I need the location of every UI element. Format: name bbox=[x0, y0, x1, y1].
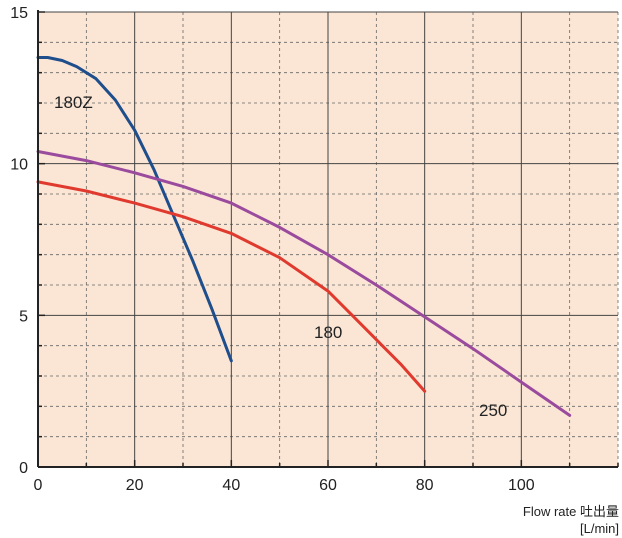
x-tick-label: 20 bbox=[126, 477, 144, 494]
x-tick-label: 0 bbox=[34, 477, 43, 494]
axes bbox=[37, 10, 619, 468]
major-grid bbox=[38, 11, 618, 467]
series-line-180 bbox=[36, 180, 427, 393]
y-tick-label: 10 bbox=[10, 157, 28, 174]
y-tick-label: 5 bbox=[19, 308, 28, 325]
y-tick-label: 15 bbox=[10, 5, 28, 22]
series-label-180: 180 bbox=[314, 323, 342, 342]
series-label-250: 250 bbox=[479, 401, 507, 420]
series-line-250 bbox=[36, 150, 572, 417]
x-axis-unit: [L/min] bbox=[580, 521, 619, 536]
y-tick-label: 0 bbox=[19, 460, 28, 477]
x-tick-label: 40 bbox=[222, 477, 240, 494]
x-tick-label: 100 bbox=[508, 477, 535, 494]
series-line-180z bbox=[36, 56, 233, 363]
series-layer bbox=[36, 56, 572, 417]
x-tick-label: 60 bbox=[319, 477, 337, 494]
x-tick-label: 80 bbox=[416, 477, 434, 494]
series-label-180z: 180Z bbox=[54, 93, 93, 112]
x-axis-title: Flow rate 吐出量 bbox=[523, 504, 619, 519]
tick-labels: 0 20 40 60 80 100 0 5 10 15 bbox=[10, 5, 535, 494]
